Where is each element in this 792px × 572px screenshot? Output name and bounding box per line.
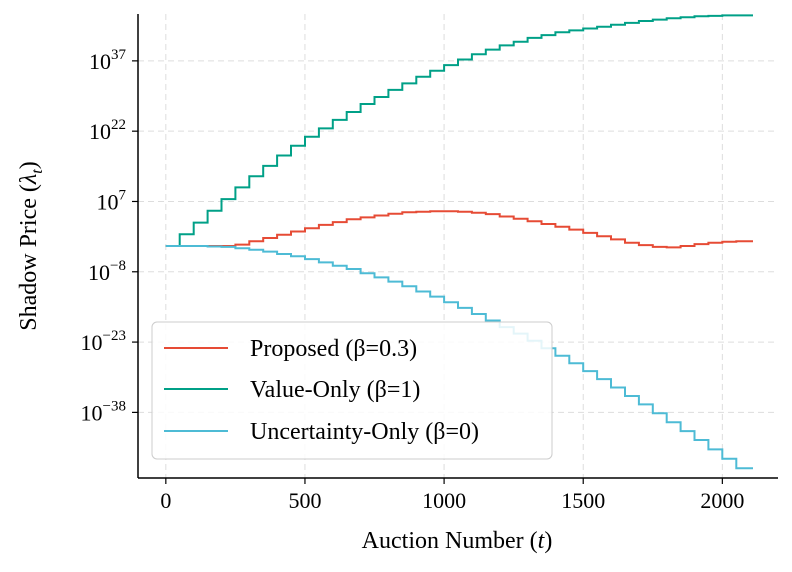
y-tick-label: 1037 [89, 47, 127, 74]
y-tick-exponent: −38 [103, 398, 126, 414]
y-axis-title-close: ) [16, 161, 42, 169]
legend-entry-uncertainty-only: Uncertainty-Only (β=0) [164, 419, 479, 445]
y-axis-title-var: λ [16, 174, 42, 185]
y-tick-exponent: 22 [111, 117, 126, 133]
y-tick-label: 10−23 [81, 328, 126, 355]
x-tick-label: 1500 [561, 488, 605, 513]
x-axis-title-close: ) [544, 528, 552, 554]
x-tick-label: 2000 [700, 488, 744, 513]
x-tick-label: 1000 [422, 488, 466, 513]
x-axis-title: Auction Number (t) [362, 528, 553, 554]
y-tick-base: 10 [89, 49, 111, 74]
series-uncertainty-only [165, 245, 753, 470]
ticks: 0 500 1000 1500 20001037102210710−810−2310−3… [81, 47, 745, 513]
y-tick-label: 10−38 [81, 398, 126, 425]
x-axis-title-var: t [538, 528, 546, 554]
y-axis-title-text: Shadow Price ( [16, 184, 42, 331]
x-tick-label: 500 [288, 488, 321, 513]
y-tick-label: 10−8 [88, 258, 126, 285]
y-tick-exponent: 37 [111, 47, 127, 63]
y-tick-base: 10 [88, 260, 110, 285]
axes [137, 14, 778, 479]
y-tick-base: 10 [81, 330, 103, 355]
y-tick-exponent: −8 [110, 258, 126, 274]
x-tick-label: 0 [160, 488, 171, 513]
legend: Proposed (β=0.3) Value-Only (β=1) Uncert… [151, 321, 553, 460]
y-tick-base: 10 [89, 119, 111, 144]
series-value-only [165, 14, 753, 247]
x-axis-title-text: Auction Number ( [362, 528, 538, 554]
series-proposed [165, 210, 753, 249]
legend-label-value-only: Value-Only (β=1) [250, 377, 420, 403]
legend-label-uncertainty-only: Uncertainty-Only (β=0) [250, 419, 479, 445]
legend-label-proposed: Proposed (β=0.3) [250, 336, 417, 362]
y-tick-base: 10 [97, 189, 119, 214]
legend-entry-proposed: Proposed (β=0.3) [164, 336, 417, 362]
y-tick-base: 10 [81, 400, 103, 425]
y-tick-label: 107 [97, 187, 127, 214]
y-axis-title: Shadow Price (λt) [16, 161, 46, 331]
series-layer [165, 14, 753, 470]
legend-entry-value-only: Value-Only (β=1) [164, 377, 420, 403]
y-tick-exponent: 7 [119, 187, 127, 203]
y-tick-exponent: −23 [103, 328, 126, 344]
legend-frame [151, 321, 553, 460]
y-axis-title-sub: t [29, 169, 46, 174]
y-tick-label: 1022 [89, 117, 126, 144]
